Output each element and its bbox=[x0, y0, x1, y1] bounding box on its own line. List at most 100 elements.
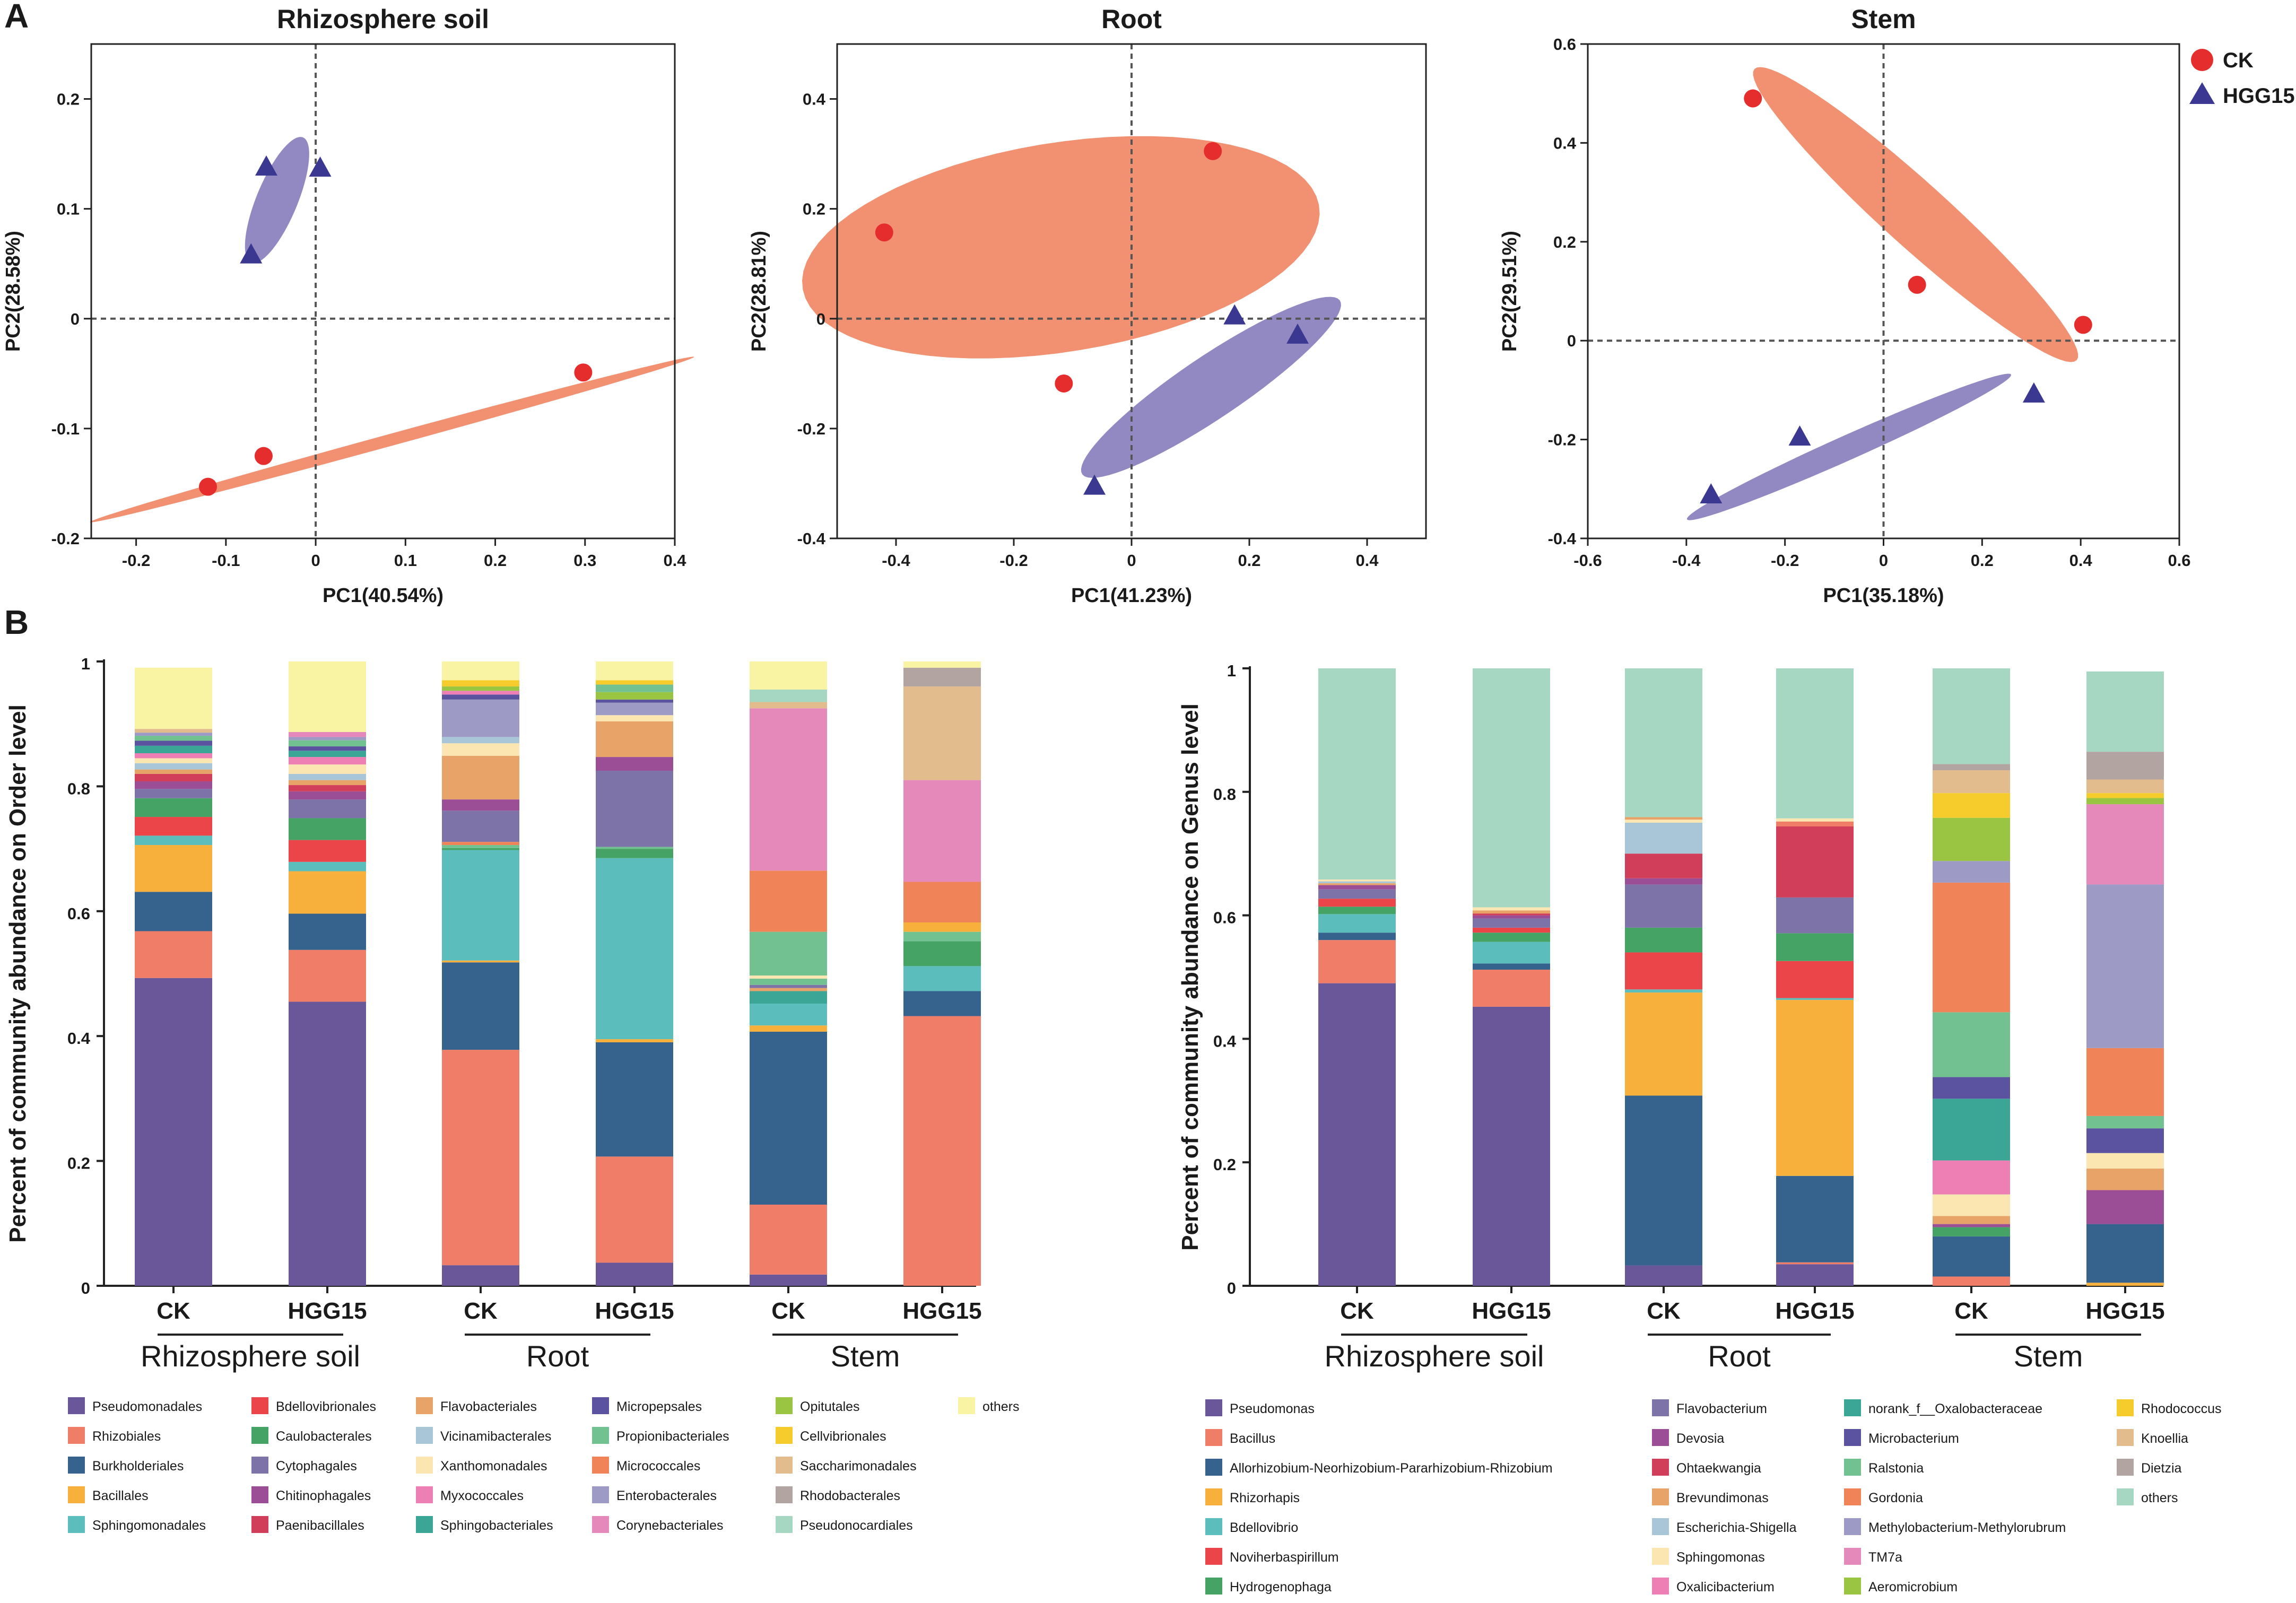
bar-segment-corynebacteriales bbox=[289, 732, 366, 737]
bar-segment-propionibacteriales bbox=[596, 684, 673, 692]
group-label: Root bbox=[526, 1339, 589, 1373]
bar-segment-bacillus bbox=[1933, 1276, 2010, 1286]
bar-segment-paenibacillales bbox=[289, 785, 366, 791]
legend-label-xanthomonadales: Xanthomonadales bbox=[440, 1459, 547, 1474]
bar-segment-flavobacteriales bbox=[750, 988, 827, 991]
legend-swatch-flavobacteriales bbox=[416, 1397, 433, 1414]
x-category-label: CK bbox=[1954, 1298, 1988, 1324]
legend-label-burkholderiales: Burkholderiales bbox=[92, 1459, 184, 1474]
group-label: Root bbox=[1708, 1339, 1771, 1373]
bar-segment-microbacterium bbox=[2086, 1128, 2164, 1153]
bar-segment-sphingomonadales bbox=[135, 835, 212, 846]
legend-swatch-rhizobiales bbox=[68, 1427, 85, 1444]
bar-segment-gordonia bbox=[2086, 1048, 2164, 1116]
x-tick-label: -0.2 bbox=[1771, 551, 1799, 570]
legend-label-allorhizobium-neorhizobium-pararhizobium-rhizobium: Allorhizobium-Neorhizobium-Pararhizobium… bbox=[1230, 1461, 1553, 1476]
data-point-ck bbox=[1055, 374, 1073, 393]
data-point-ck bbox=[199, 477, 217, 496]
legend-label-devosia: Devosia bbox=[1676, 1431, 1724, 1446]
bar-segment-escherichia-shigella bbox=[1318, 881, 1396, 884]
legend-label-sphingomonadales: Sphingomonadales bbox=[92, 1518, 206, 1533]
bar-segment-rhizobiales bbox=[135, 931, 212, 978]
legend-label-ohtaekwangia: Ohtaekwangia bbox=[1676, 1461, 1761, 1476]
bar-segment-brevundimonas bbox=[1318, 883, 1396, 885]
bar-segment-others bbox=[596, 661, 673, 681]
legend-label-bacillales: Bacillales bbox=[92, 1488, 149, 1503]
bar-segment-enterobacterales bbox=[135, 733, 212, 736]
y-tick-label: 0 bbox=[71, 310, 80, 328]
bar-segment-rhodococcus bbox=[1933, 793, 2010, 818]
y-tick-label: 0.1 bbox=[57, 200, 80, 219]
bar-segment-chitinophagales bbox=[596, 757, 673, 771]
bar-segment-cytophagales bbox=[442, 811, 519, 842]
confidence-ellipse-hgg15 bbox=[245, 137, 309, 264]
bar-segment-pseudomonadales bbox=[596, 1262, 673, 1286]
bar-segment-others bbox=[1318, 668, 1396, 880]
legend-label-norank-f-oxalobacteraceae: norank_f__Oxalobacteraceae bbox=[1868, 1401, 2042, 1416]
legend-label-dietzia: Dietzia bbox=[2141, 1461, 2182, 1476]
legend-swatch-brevundimonas bbox=[1652, 1488, 1669, 1505]
y-tick-label: 0 bbox=[81, 1279, 90, 1297]
x-tick-label: 0.2 bbox=[1238, 551, 1260, 570]
y-tick-label: -0.4 bbox=[1548, 529, 1577, 548]
bar-segment-rhizorhapis bbox=[2086, 1283, 2164, 1286]
legend-label-knoellia: Knoellia bbox=[2141, 1431, 2188, 1446]
legend-swatch-pseudomonadales bbox=[68, 1397, 85, 1414]
bar-segment-rhizobiales bbox=[289, 949, 366, 1002]
bar-segment-pseudomonas bbox=[1473, 1006, 1550, 1286]
x-tick-label: 0.1 bbox=[394, 551, 417, 570]
bar-segment-bacillus bbox=[1776, 1262, 1854, 1265]
x-category-label: HGG15 bbox=[1472, 1298, 1551, 1324]
bar-segment-brevundimonas bbox=[2086, 1168, 2164, 1190]
bar-segment-caulobacterales bbox=[135, 798, 212, 817]
bar-segment-bdellovibrio bbox=[1318, 914, 1396, 933]
bar-segment-micropepsales bbox=[135, 740, 212, 746]
bar-segment-flavobacteriales bbox=[135, 769, 212, 774]
legend-swatch-opitutales bbox=[776, 1397, 793, 1414]
x-tick-label: -0.4 bbox=[882, 551, 910, 570]
bar-segment-bdellovibrionales bbox=[135, 817, 212, 836]
y-tick-label: 0.2 bbox=[67, 1154, 90, 1173]
bar-segment-sphingobacteriales bbox=[750, 991, 827, 1004]
legend-label-tm7a: TM7a bbox=[1868, 1550, 1902, 1565]
y-tick-label: 0.2 bbox=[1553, 233, 1576, 251]
pca-plot-root: Root -0.4 -0.2 0 0.2 0.4 -0.4 -0.2 0 0.2 0.4 PC1(41… bbox=[748, 4, 1427, 607]
bar-segment-brevundimonas bbox=[1473, 910, 1550, 914]
bar-segment-bdellovibrio bbox=[1625, 989, 1702, 993]
bar-segment-xanthomonadales bbox=[289, 764, 366, 774]
legend-swatch-propionibacteriales bbox=[592, 1427, 609, 1444]
bar-segment-others bbox=[750, 661, 827, 690]
x-category-label: HGG15 bbox=[288, 1298, 367, 1324]
x-category-label: CK bbox=[1647, 1298, 1681, 1324]
legend-label-pseudonocardiales: Pseudonocardiales bbox=[800, 1518, 913, 1533]
legend-label-ralstonia: Ralstonia bbox=[1868, 1461, 1924, 1476]
y-tick-label: 1 bbox=[81, 655, 90, 673]
bar-segment-aeromicrobium bbox=[2086, 798, 2164, 805]
bar-segment-chitinophagales bbox=[289, 791, 366, 800]
bar-segment-bacillales bbox=[442, 960, 519, 963]
y-axis-label: Percent of community abundance on Genus … bbox=[1177, 703, 1203, 1251]
bar-segment-propionibacteriales bbox=[442, 845, 519, 848]
y-tick-label: -0.4 bbox=[797, 529, 826, 548]
legend-label-vicinamibacterales: Vicinamibacterales bbox=[440, 1429, 551, 1444]
legend-label-propionibacteriales: Propionibacteriales bbox=[616, 1429, 729, 1444]
bar-segment-others bbox=[1933, 668, 2010, 764]
bar-segment-caulobacterales bbox=[596, 849, 673, 858]
bar-segment-tm7a bbox=[2086, 804, 2164, 885]
legend-label-others: others bbox=[2141, 1491, 2178, 1505]
x-axis-label: PC1(40.54%) bbox=[323, 585, 443, 607]
legend-swatch-burkholderiales bbox=[68, 1457, 85, 1474]
data-point-hgg15 bbox=[240, 243, 263, 264]
bar-segment-allorhizobium-neorhizobium-pararhizobium-rhizobium bbox=[1625, 1095, 1702, 1266]
legend-swatch-pseudonocardiales bbox=[776, 1516, 793, 1533]
legend-label-myxococcales: Myxococcales bbox=[440, 1488, 524, 1503]
bar-segment-hydrogenophaga bbox=[1776, 933, 1854, 961]
y-tick-label: 0.2 bbox=[803, 200, 825, 219]
bar-segment-allorhizobium-neorhizobium-pararhizobium-rhizobium bbox=[1473, 963, 1550, 970]
genus-level-stacked-bar-chart: 0 0.2 0.4 0.6 0.8 1 Percent of community abund… bbox=[1177, 661, 2221, 1595]
legend-swatch-pseudomonas bbox=[1205, 1399, 1222, 1416]
legend-label-microbacterium: Microbacterium bbox=[1868, 1431, 1959, 1446]
data-point-ck bbox=[1908, 275, 1926, 294]
bar-segment-bacillales bbox=[289, 871, 366, 914]
legend-swatch-cellvibrionales bbox=[776, 1427, 793, 1444]
